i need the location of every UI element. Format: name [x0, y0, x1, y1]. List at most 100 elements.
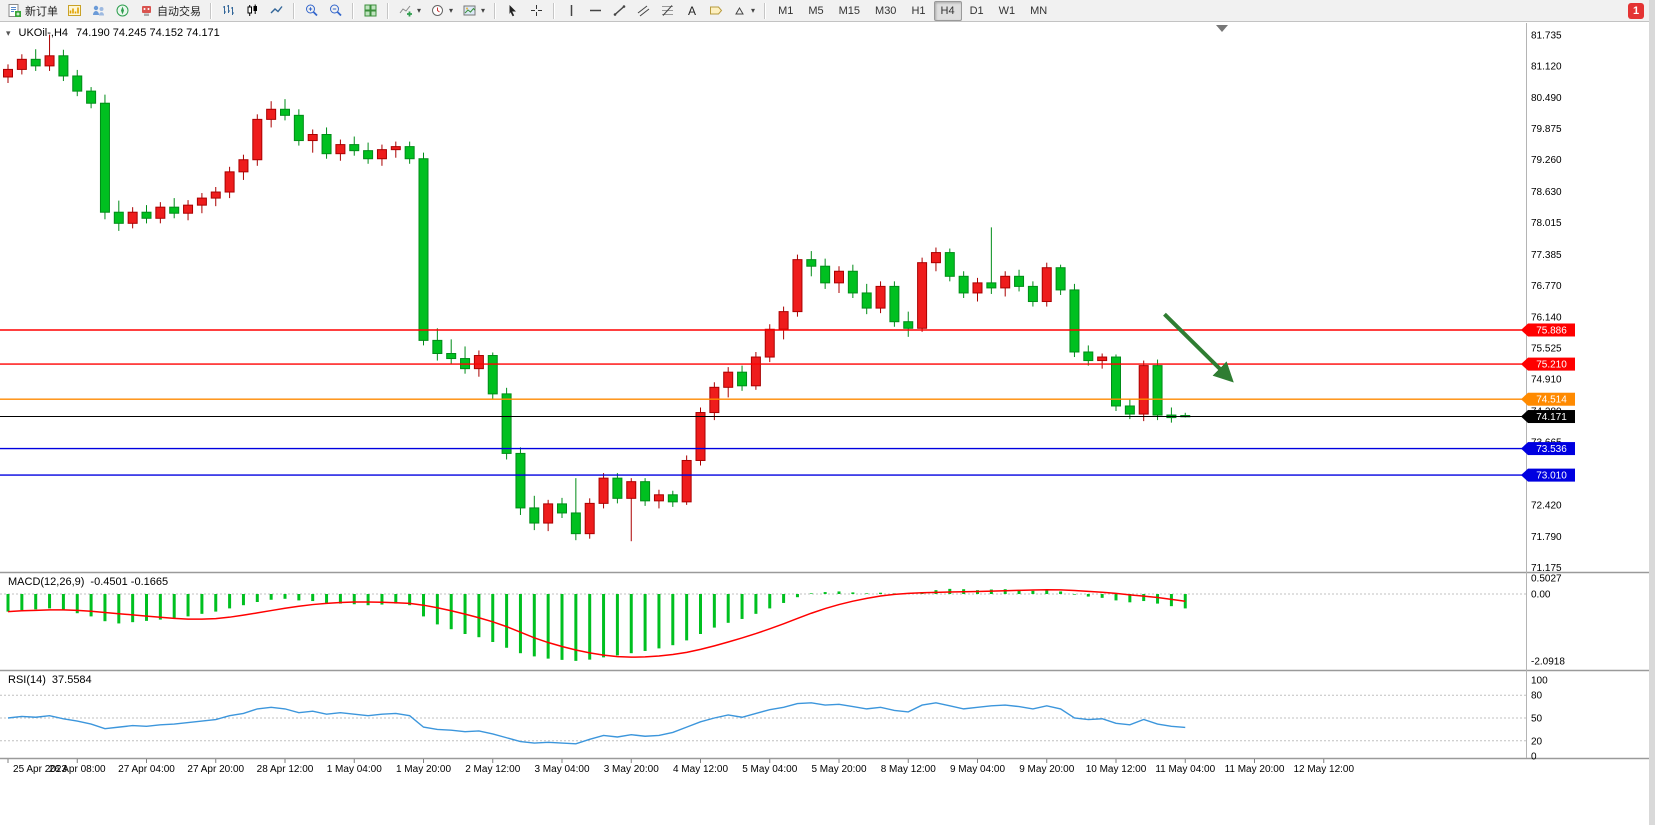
macd-values: -0.4501 -0.1665	[90, 576, 169, 588]
horizontal-line-button[interactable]	[584, 1, 607, 21]
svg-text:26 Apr 08:00: 26 Apr 08:00	[49, 764, 106, 775]
svg-text:100: 100	[1531, 676, 1548, 687]
chart-header: ▾ UKOil-,H4 74.190 74.245 74.152 74.171	[6, 27, 220, 39]
candlestick-chart-icon	[247, 4, 257, 16]
svg-text:9 May 04:00: 9 May 04:00	[950, 764, 1005, 775]
svg-text:-2.0918: -2.0918	[1531, 656, 1565, 667]
svg-text:A: A	[688, 4, 696, 18]
indicators-button[interactable]: ▾	[394, 1, 425, 21]
tile-windows-button[interactable]	[359, 1, 382, 21]
timeframe-button-h4[interactable]: H4	[933, 0, 962, 21]
timeframe-button-m15[interactable]: M15	[832, 1, 867, 21]
svg-text:8 May 12:00: 8 May 12:00	[881, 764, 936, 775]
svg-text:79.875: 79.875	[1531, 124, 1562, 135]
timeframe-button-m1[interactable]: M1	[771, 1, 800, 21]
timeframe-button-w1[interactable]: W1	[992, 1, 1023, 21]
svg-text:5 May 20:00: 5 May 20:00	[811, 764, 866, 775]
bar-chart-button[interactable]	[217, 1, 240, 21]
svg-text:1 May 20:00: 1 May 20:00	[396, 764, 451, 775]
horizontal-line-icon	[590, 9, 602, 12]
toolbar-separator	[764, 2, 767, 19]
profiles-button[interactable]	[87, 1, 110, 21]
templates-button[interactable]: ▾	[458, 1, 489, 21]
timeframe-button-m30[interactable]: M30	[868, 1, 903, 21]
svg-text:73.536: 73.536	[1536, 444, 1567, 455]
notification-badge[interactable]: 1	[1628, 2, 1644, 19]
timeframe-button-d1[interactable]: D1	[963, 1, 991, 21]
svg-text:0.00: 0.00	[1531, 590, 1551, 601]
tile-windows-icon	[364, 4, 377, 17]
price-axis[interactable]: 81.735 81.120 80.490 79.875 79.260 78.630 78.0…	[1531, 30, 1562, 574]
svg-text:75.886: 75.886	[1536, 325, 1567, 336]
line-chart-icon	[270, 6, 283, 14]
pane-frame	[0, 23, 1655, 760]
svg-text:25 Apr 2023: 25 Apr 2023	[13, 764, 67, 775]
template-image-icon	[463, 5, 476, 16]
one-click-trading-icon[interactable]: ▾	[6, 27, 11, 38]
shapes-button[interactable]: ▾	[728, 1, 759, 21]
chevron-down-icon: ▾	[751, 6, 756, 15]
svg-text:1 May 04:00: 1 May 04:00	[327, 764, 382, 775]
vertical-line-button[interactable]	[560, 1, 583, 21]
navigator-icon	[116, 4, 129, 17]
timeframe-button-m5[interactable]: M5	[801, 1, 830, 21]
svg-text:75.210: 75.210	[1536, 360, 1567, 371]
crosshair-icon	[531, 5, 543, 16]
chart-symbol-period: UKOil-,H4	[18, 27, 69, 39]
label-button[interactable]	[704, 1, 727, 21]
line-chart-button[interactable]	[265, 1, 288, 21]
fibonacci-icon	[662, 5, 674, 16]
svg-text:4 May 12:00: 4 May 12:00	[673, 764, 728, 775]
timeframe-button-h1[interactable]: H1	[904, 1, 932, 21]
toolbar-separator	[293, 2, 295, 19]
text-button[interactable]: A	[680, 1, 703, 21]
toolbar: 新订单 自动交易	[0, 0, 1655, 22]
autotrading-button[interactable]: 自动交易	[135, 1, 205, 21]
svg-text:81.120: 81.120	[1531, 61, 1562, 72]
svg-text:3 May 20:00: 3 May 20:00	[604, 764, 659, 775]
svg-text:72.420: 72.420	[1531, 500, 1562, 511]
svg-text:80: 80	[1531, 691, 1543, 702]
cursor-button[interactable]	[501, 1, 524, 21]
zoom-in-button[interactable]	[300, 1, 323, 21]
autotrading-icon	[142, 6, 151, 16]
periods-button[interactable]: ▾	[426, 1, 457, 21]
zoom-out-button[interactable]	[324, 1, 347, 21]
svg-text:73.010: 73.010	[1536, 471, 1567, 482]
zoom-in-icon	[306, 4, 318, 17]
rsi-indicator-label: RSI(14) 37.5584	[8, 674, 92, 686]
svg-text:74.910: 74.910	[1531, 375, 1562, 386]
chart-shift-marker[interactable]	[1216, 25, 1228, 32]
svg-text:76.140: 76.140	[1531, 313, 1562, 324]
navigator-button[interactable]	[111, 1, 134, 21]
svg-text:11 May 20:00: 11 May 20:00	[1225, 764, 1285, 775]
equidistant-channel-button[interactable]	[632, 1, 655, 21]
indicators-icon	[399, 5, 412, 17]
svg-text:10 May 12:00: 10 May 12:00	[1086, 764, 1147, 775]
new-chart-button[interactable]	[63, 1, 86, 21]
chevron-down-icon: ▾	[481, 6, 486, 15]
trendline-button[interactable]	[608, 1, 631, 21]
crosshair-button[interactable]	[525, 1, 548, 21]
svg-text:9 May 20:00: 9 May 20:00	[1019, 764, 1074, 775]
svg-text:27 Apr 20:00: 27 Apr 20:00	[187, 764, 244, 775]
toolbar-separator	[494, 2, 497, 19]
timeframe-button-mn[interactable]: MN	[1023, 1, 1054, 21]
svg-text:27 Apr 04:00: 27 Apr 04:00	[118, 764, 175, 775]
fibonacci-button[interactable]	[656, 1, 679, 21]
candlestick-chart-button[interactable]	[241, 1, 264, 21]
new-chart-icon	[68, 5, 81, 16]
svg-text:0.5027: 0.5027	[1531, 573, 1562, 584]
svg-text:78.630: 78.630	[1531, 187, 1562, 198]
vertical-line-icon	[570, 5, 573, 16]
arrow-annotation[interactable]	[1163, 312, 1234, 383]
svg-text:12 May 12:00: 12 May 12:00	[1293, 764, 1354, 775]
trendline-icon	[613, 5, 626, 16]
new-order-button[interactable]: 新订单	[3, 1, 62, 21]
hline-objects[interactable]	[0, 329, 1526, 476]
svg-text:76.770: 76.770	[1531, 281, 1562, 292]
macd-name: MACD(12,26,9)	[8, 576, 85, 588]
